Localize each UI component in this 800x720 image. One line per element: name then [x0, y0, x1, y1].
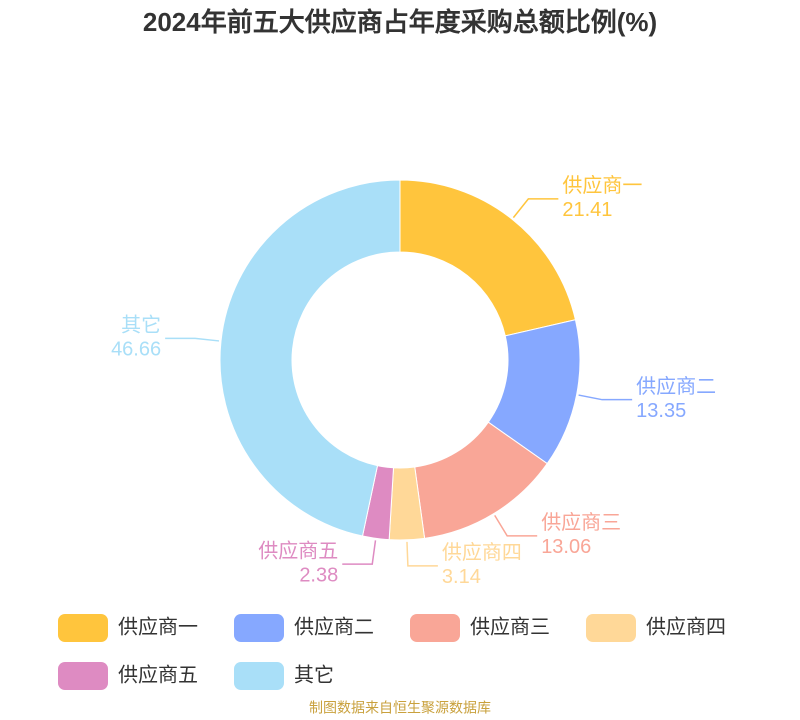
leader-line — [578, 394, 633, 401]
value-label: 2.38 — [299, 564, 338, 586]
legend-label: 供应商二 — [294, 615, 374, 638]
slice-label: 其它 — [121, 314, 161, 337]
legend-swatch — [410, 614, 460, 642]
value-label: 46.66 — [111, 339, 161, 361]
slice-label: 供应商三 — [541, 511, 621, 534]
pie-slice — [399, 179, 577, 337]
leader-line — [494, 515, 538, 537]
legend-swatch — [58, 662, 108, 690]
leader-line — [406, 541, 438, 567]
pie-slice — [219, 179, 401, 537]
slice-label: 供应商一 — [562, 174, 642, 197]
legend-swatch — [234, 614, 284, 642]
source-note: 制图数据来自恒生聚源数据库 — [309, 700, 491, 716]
value-label: 3.14 — [442, 566, 481, 588]
slice-label: 供应商四 — [442, 541, 522, 564]
legend-label: 供应商四 — [646, 615, 726, 638]
value-label: 13.35 — [636, 400, 686, 422]
legend-swatch — [234, 662, 284, 690]
leader-line — [165, 337, 220, 342]
legend-swatch — [586, 614, 636, 642]
slice-label: 供应商二 — [636, 375, 716, 398]
slice-label: 供应商五 — [258, 539, 338, 562]
legend-swatch — [58, 614, 108, 642]
leader-line — [342, 540, 377, 565]
chart-title: 2024年前五大供应商占年度采购总额比例(%) — [143, 7, 657, 37]
legend-label: 其它 — [294, 663, 334, 686]
leader-line — [512, 198, 559, 219]
legend-label: 供应商一 — [118, 615, 198, 638]
value-label: 21.41 — [562, 199, 612, 221]
value-label: 13.06 — [541, 536, 591, 558]
legend-label: 供应商三 — [470, 615, 550, 638]
legend-label: 供应商五 — [118, 663, 198, 686]
